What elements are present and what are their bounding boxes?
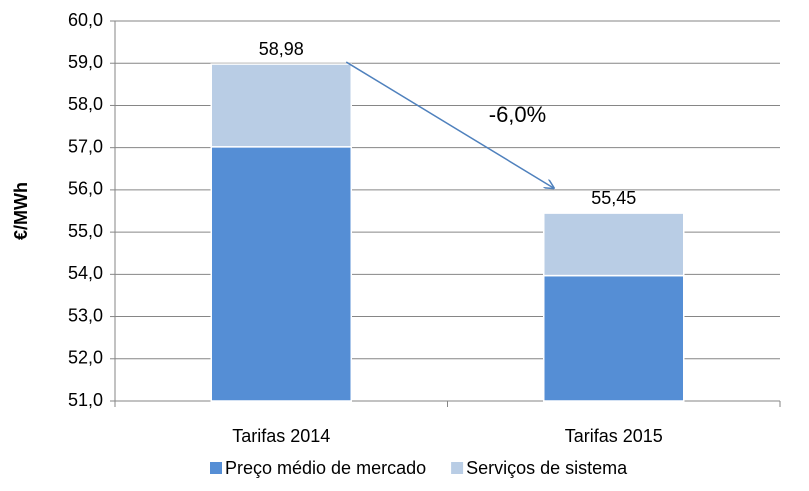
y-tick-label: 60,0: [68, 10, 103, 30]
y-tick-label: 56,0: [68, 179, 103, 199]
y-tick-label: 53,0: [68, 305, 103, 325]
x-tick-label: Tarifas 2014: [232, 426, 330, 446]
x-tick-label: Tarifas 2015: [565, 426, 663, 446]
bar-segment: [210, 146, 352, 402]
legend-label: Serviços de sistema: [466, 458, 628, 478]
total-label: 58,98: [259, 39, 304, 59]
trend-arrow: [345, 61, 554, 188]
y-tick-label: 54,0: [68, 263, 103, 283]
legend-swatch: [210, 462, 222, 474]
y-axis-title: €/MWh: [11, 182, 31, 240]
bar-segment: [543, 212, 685, 277]
y-tick-label: 55,0: [68, 221, 103, 241]
bar-segment: [210, 63, 352, 148]
y-tick-label: 52,0: [68, 348, 103, 368]
annotation: -6,0%: [489, 102, 546, 127]
total-label: 55,45: [591, 188, 636, 208]
legend-swatch: [451, 462, 464, 474]
y-tick-label: 59,0: [68, 52, 103, 72]
y-tick-label: 58,0: [68, 94, 103, 114]
y-tick-label: 57,0: [68, 136, 103, 156]
y-tick-label: 51,0: [68, 390, 103, 410]
legend-label: Preço médio de mercado: [225, 458, 426, 478]
bar-segment: [543, 274, 685, 402]
